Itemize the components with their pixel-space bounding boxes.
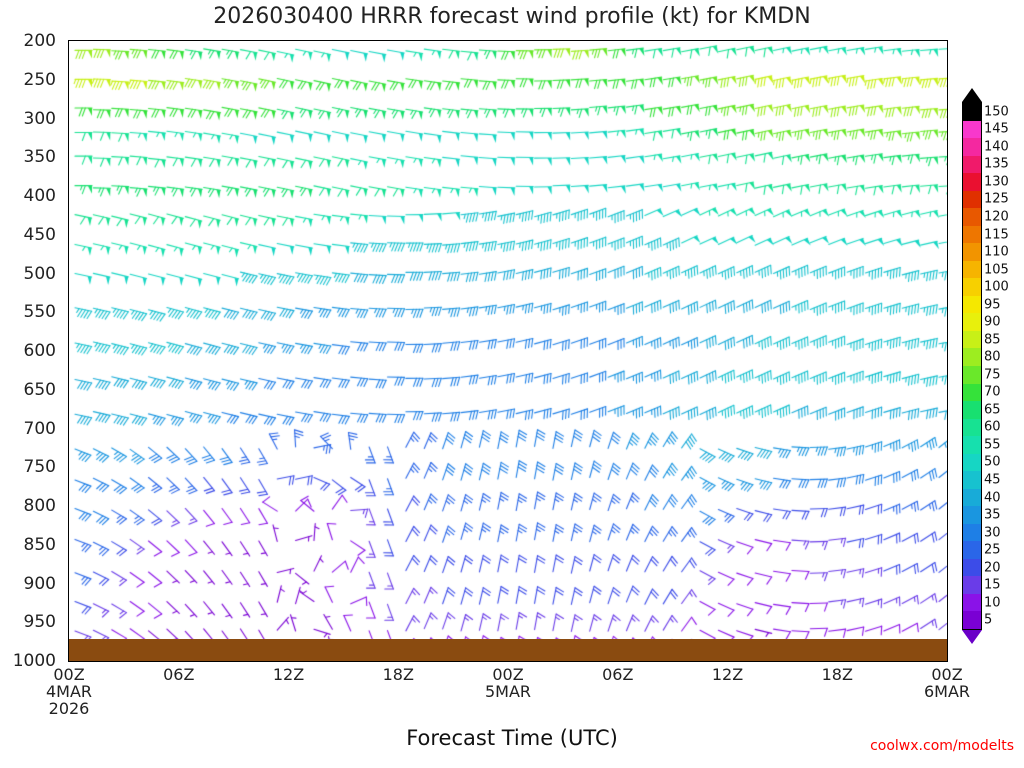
y-tick-label: 200	[23, 31, 56, 51]
colorbar-tick-label: 125	[984, 191, 1009, 207]
x-tick-label: 06Z	[163, 665, 195, 684]
colorbar-tick-label: 5	[984, 612, 993, 628]
colorbar-tick-label: 35	[984, 507, 1001, 523]
y-tick-label: 300	[23, 108, 56, 129]
y-tick-label: 450	[23, 224, 56, 245]
colorbar-cell	[963, 558, 981, 577]
colorbar-tick-label: 10	[984, 595, 1001, 611]
colorbar-cell	[963, 471, 981, 489]
colorbar-cell	[963, 260, 981, 279]
x-axis-title: Forecast Time (UTC)	[406, 726, 618, 750]
colorbar-cell	[963, 330, 981, 349]
colorbar-cell	[963, 488, 981, 507]
y-tick-label: 800	[23, 496, 56, 516]
x-tick-label: 12Z	[272, 665, 305, 684]
colorbar-strip	[962, 102, 982, 630]
colorbar-tick-label: 55	[984, 437, 1001, 453]
colorbar-tick-label: 80	[984, 349, 1001, 365]
colorbar-tick-label: 75	[984, 367, 1001, 383]
x-tick-label: 00Z 6MAR	[923, 665, 971, 701]
y-tick-label: 400	[23, 186, 56, 206]
colorbar-cell	[963, 523, 981, 542]
colorbar-tick-label: 25	[984, 542, 1001, 558]
colorbar-tick-label: 130	[984, 174, 1009, 190]
colorbar-cell	[963, 453, 981, 472]
colorbar-tick-label: 20	[984, 560, 1001, 576]
colorbar-tick-label: 105	[984, 262, 1009, 278]
y-tick-label: 250	[23, 69, 56, 90]
colorbar-labels: 5 10 15 20 25 30 35 40 45 50 55 60 65 70 75 80 85 90 95 100…	[984, 88, 1024, 668]
colorbar	[962, 88, 982, 644]
colorbar-cell	[963, 138, 981, 156]
colorbar-cell	[963, 313, 981, 331]
y-tick-label: 350	[23, 147, 56, 168]
colorbar-tick-label: 85	[984, 332, 1001, 348]
y-tick-label: 700	[23, 418, 56, 439]
colorbar-cell	[963, 593, 981, 612]
x-tick-label: 06Z	[602, 665, 634, 684]
y-tick-label: 750	[23, 457, 56, 478]
colorbar-cell	[963, 383, 981, 402]
colorbar-cell	[963, 611, 981, 629]
wind-barb-canvas	[69, 41, 947, 661]
x-tick-label: 00Z 5MAR	[484, 665, 532, 701]
colorbar-cell	[963, 576, 981, 594]
colorbar-cell	[963, 243, 981, 261]
wind-profile-plot	[68, 40, 948, 662]
colorbar-tick-label: 110	[984, 244, 1009, 260]
y-tick-label: 500	[23, 263, 56, 284]
colorbar-cell	[963, 225, 981, 244]
colorbar-under-arrow	[962, 630, 982, 644]
colorbar-tick-label: 40	[984, 490, 1001, 505]
colorbar-cell	[963, 541, 981, 559]
colorbar-tick-label: 115	[984, 227, 1009, 242]
colorbar-cell	[963, 208, 981, 226]
colorbar-tick-label: 120	[984, 209, 1009, 225]
y-axis-labels: 200 250 300 350 400 450 500 550 600 650 700 750 800 8…	[0, 31, 64, 671]
x-tick-label: 00Z 4MAR 2026	[45, 665, 93, 718]
y-tick-label: 650	[23, 379, 56, 400]
colorbar-cell	[963, 103, 981, 121]
colorbar-tick-label: 15	[984, 577, 1001, 593]
x-tick-label: 12Z	[711, 665, 744, 684]
x-tick-label: 18Z	[382, 665, 414, 684]
y-tick-label: 900	[23, 573, 56, 594]
colorbar-tick-label: 140	[984, 139, 1009, 155]
colorbar-cell	[963, 506, 981, 524]
credit-text: coolwx.com/modelts	[870, 738, 1014, 754]
colorbar-tick-label: 60	[984, 419, 1001, 435]
colorbar-tick-label: 150	[984, 104, 1009, 120]
colorbar-cell	[963, 278, 981, 296]
colorbar-cell	[963, 295, 981, 314]
colorbar-tick-label: 70	[984, 384, 1001, 400]
x-axis-labels: 00Z 4MAR 2026 06Z 12Z 18Z 00Z 5MAR 06Z 12Z 18Z 00Z 6…	[46, 665, 970, 726]
colorbar-tick-label: 30	[984, 525, 1001, 541]
colorbar-tick-label: 100	[984, 279, 1009, 295]
page-title: 2026030400 HRRR forecast wind profile (k…	[213, 4, 811, 29]
y-tick-label: 950	[23, 612, 56, 633]
colorbar-cell	[963, 173, 981, 191]
colorbar-cell	[963, 418, 981, 437]
colorbar-tick-label: 90	[984, 314, 1001, 330]
colorbar-tick-label: 135	[984, 156, 1009, 172]
y-tick-label: 550	[23, 302, 56, 323]
colorbar-tick-label: 50	[984, 454, 1001, 470]
colorbar-cell	[963, 120, 981, 139]
colorbar-tick-label: 95	[984, 297, 1001, 313]
colorbar-cell	[963, 155, 981, 174]
colorbar-cell	[963, 190, 981, 209]
colorbar-tick-label: 145	[984, 121, 1009, 137]
colorbar-cell	[963, 401, 981, 419]
colorbar-cell	[963, 436, 981, 454]
y-tick-label: 1000	[12, 651, 56, 671]
colorbar-cell	[963, 348, 981, 366]
ground-surface-band	[69, 639, 947, 661]
colorbar-over-arrow	[962, 88, 982, 102]
x-tick-label: 18Z	[821, 665, 853, 684]
colorbar-tick-label: 65	[984, 402, 1001, 418]
y-tick-label: 600	[23, 341, 56, 361]
y-tick-label: 850	[23, 534, 56, 555]
colorbar-cell	[963, 365, 981, 384]
colorbar-tick-label: 45	[984, 472, 1001, 488]
